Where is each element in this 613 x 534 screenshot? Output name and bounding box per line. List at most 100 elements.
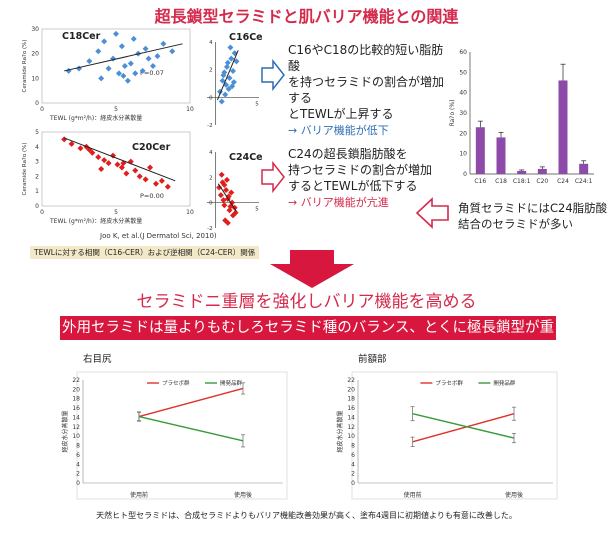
data-point — [230, 79, 237, 86]
x-tick-label: 5 — [114, 209, 118, 216]
y-tick-label: 2 — [209, 68, 213, 74]
data-point — [218, 98, 225, 105]
bar — [496, 137, 506, 174]
chart-title: 右目尻 — [83, 353, 112, 365]
y-tick-label: 4 — [76, 461, 80, 468]
bottom-text-line-3: するとTEWLが低下する — [288, 179, 418, 193]
top-text-line-1: C16やC18の比較的短い脂肪酸 — [288, 43, 444, 73]
y-tick-label: -2 — [207, 123, 212, 128]
data-point — [132, 70, 139, 77]
y-tick-label: 40 — [459, 90, 467, 97]
y-tick-label: 50 — [459, 69, 467, 76]
bar — [537, 168, 547, 174]
data-point — [217, 192, 224, 199]
data-point — [61, 136, 68, 143]
bar — [579, 163, 589, 174]
chart-title: C24Cer — [229, 152, 263, 163]
top-text-line-3: とTEWLが上昇する — [288, 107, 394, 121]
data-point — [130, 35, 137, 42]
y-tick-label: 0 — [35, 100, 39, 107]
data-point — [132, 167, 139, 174]
data-point — [136, 173, 143, 180]
y-tick-label: 30 — [459, 110, 467, 117]
data-point — [230, 68, 236, 75]
bar — [558, 80, 568, 174]
series-line — [138, 415, 244, 442]
y-axis-title: Ceramide Ra?o (%) — [22, 40, 28, 93]
data-point — [115, 70, 122, 77]
chart-title: C16Cer — [229, 32, 263, 43]
data-point — [223, 81, 230, 88]
stratum-text: 角質セラミドにはC24脂肪酸 結合のセラミドが多い — [458, 200, 608, 232]
data-point — [127, 158, 134, 165]
y-tick-label: -2 — [207, 226, 212, 230]
x-tick-label: 0 — [40, 209, 44, 216]
bottom-text-line-2: 持つセラミドの割合が増加 — [288, 163, 433, 177]
data-point — [142, 176, 149, 183]
data-point — [233, 58, 240, 65]
data-point — [231, 50, 238, 57]
y-axis-title: Ceramide Ra?o (%) — [22, 143, 28, 196]
banner-headline: セラミドニ重層を強化しバリア機能を高める — [136, 292, 477, 312]
y-tick-label: 16 — [347, 405, 355, 412]
data-point — [124, 77, 131, 84]
data-point — [220, 72, 227, 79]
y-tick-label: 20 — [459, 130, 467, 137]
citation: Joo K, et al.(J Dermatol Sci, 2010) — [100, 232, 217, 240]
scatter-c20: 0 1 2 3 4 5 0 5 10 C20Cer P=0.00 TEWL (g*m²/h)：経皮水分… — [22, 129, 194, 225]
y-tick-label: 0 — [209, 201, 213, 207]
category-label: 使用前 — [404, 491, 422, 499]
stratum-line-1: 角質セラミドにはC24脂肪酸 — [458, 201, 608, 215]
chart-title: 前額部 — [358, 353, 387, 365]
data-point — [232, 209, 239, 216]
y-tick-label: 10 — [72, 433, 80, 440]
data-point — [142, 45, 149, 52]
y-tick-label: 16 — [72, 405, 80, 412]
data-point — [98, 166, 105, 172]
category-label: C18:1 — [513, 178, 531, 185]
x-tick-label: 5 — [114, 106, 118, 113]
trend-line — [217, 183, 237, 212]
data-point — [221, 69, 228, 76]
series-line — [412, 413, 515, 443]
bottom-result: → バリア機能が亢進 — [288, 196, 389, 209]
bottom-text-panel: C24の超長鎖脂肪酸を 持つセラミドの割合が増加 するとTEWLが低下する → … — [288, 146, 448, 210]
bar — [517, 170, 527, 174]
data-point — [226, 74, 233, 81]
trend-line — [216, 50, 239, 101]
category-label: 使用後 — [505, 491, 523, 499]
x-tick-label: 5 — [255, 101, 259, 107]
category-label: C24:1 — [575, 178, 593, 185]
red-left-arrow-icon — [415, 197, 449, 229]
y-tick-label: 10 — [31, 75, 39, 82]
y-tick-label: 30 — [31, 26, 39, 33]
y-tick-label: 4 — [209, 40, 213, 46]
data-point — [95, 154, 102, 161]
x-axis-title: TEWL (g*m²/h)：経皮水分蒸散量 — [49, 217, 142, 225]
y-tick-label: 8 — [351, 443, 355, 450]
data-point — [77, 145, 84, 152]
data-point — [86, 146, 93, 153]
x-tick-label: 5 — [255, 207, 259, 213]
data-point — [222, 91, 229, 98]
data-point — [221, 202, 228, 209]
y-tick-label: 0 — [76, 480, 80, 487]
bottom-text-line-1: C24の超長鎖脂肪酸を — [288, 147, 408, 161]
y-tick-label: 60 — [459, 49, 467, 56]
plot-frame — [41, 28, 191, 104]
y-tick-label: 0 — [209, 95, 213, 101]
legend-label: 開発品群 — [493, 379, 516, 387]
data-point — [68, 140, 75, 147]
data-point — [224, 219, 231, 226]
data-point — [218, 171, 225, 178]
data-point — [223, 187, 230, 193]
y-tick-label: 18 — [72, 396, 80, 403]
data-point — [139, 67, 146, 74]
data-point — [154, 53, 161, 60]
category-label: 使用後 — [234, 491, 252, 499]
banner-highlight: 外用セラミドは量よりもむしろセラミド種のバランス、とくに極長鎖型が重要 — [60, 316, 556, 360]
data-point — [158, 177, 165, 184]
y-tick-label: 4 — [209, 150, 213, 156]
scatter-c18: 0 10 20 30 0 5 10 C18Cer P=0.07 TEWL (g*m²/h)：経皮水… — [22, 26, 194, 122]
